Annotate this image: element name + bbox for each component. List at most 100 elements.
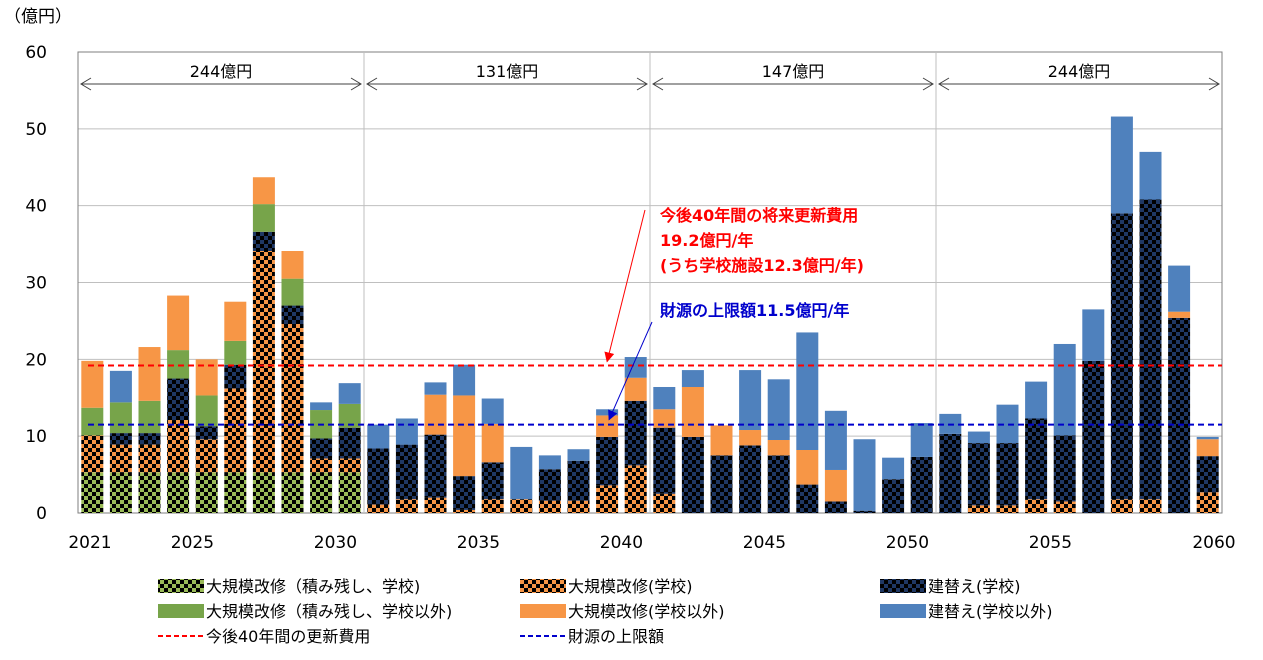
bar-segment: [1110, 499, 1133, 513]
annotation-text: 19.2億円/年: [660, 231, 753, 250]
bar-segment: [567, 460, 590, 501]
bar-segment: [739, 430, 762, 446]
bar-segment: [681, 386, 704, 437]
bar-segment: [338, 383, 361, 404]
period-arrowhead: [80, 77, 92, 91]
period-arrowhead: [636, 77, 648, 91]
bar-segment: [224, 340, 247, 365]
bar-segment: [224, 472, 247, 513]
legend-swatch: [880, 579, 926, 593]
period-arrowhead: [366, 77, 378, 91]
bars: [81, 116, 1219, 513]
bar-segment: [310, 438, 333, 459]
bar-segment: [138, 444, 161, 473]
bar-segment: [81, 360, 104, 408]
bar-segment: [510, 446, 533, 500]
bar-segment: [252, 204, 275, 232]
y-tick-label: 40: [25, 197, 47, 217]
bar-segment: [967, 431, 990, 444]
bar-segment: [310, 458, 333, 473]
bar-segment: [453, 509, 476, 513]
bar-segment: [281, 305, 304, 324]
bar-segment: [281, 323, 304, 473]
period-total-label: 131億円: [476, 62, 539, 81]
legend-label: 大規模改修（積み残し、学校以外): [206, 602, 452, 621]
bar-segment: [224, 388, 247, 473]
annotation-arrow: [604, 209, 646, 363]
legend-label: 大規模改修(学校): [568, 577, 693, 596]
bar-segment: [796, 332, 819, 450]
bar-segment: [596, 415, 619, 437]
period-total-label: 244億円: [1048, 62, 1111, 81]
bar-segment: [681, 436, 704, 513]
bar-segment: [996, 443, 1019, 506]
bar-segment: [853, 439, 876, 511]
bar-segment: [281, 250, 304, 279]
bar-segment: [596, 409, 619, 416]
bar-segment: [481, 423, 504, 463]
legend-swatch: [880, 604, 926, 618]
bar-segment: [481, 499, 504, 513]
bar-segment: [624, 400, 647, 466]
bar-segment: [538, 455, 561, 470]
x-tick-label: 2045: [743, 533, 786, 553]
bar-segment: [653, 427, 676, 494]
bar-segment: [739, 445, 762, 513]
bar-segment: [367, 504, 390, 513]
bar-segment: [1110, 116, 1133, 214]
bar-segment: [338, 472, 361, 513]
bar-segment: [453, 364, 476, 396]
period-arrowhead: [350, 77, 362, 91]
x-tick-label: 2055: [1029, 533, 1072, 553]
x-tick-label: 2060: [1192, 533, 1235, 553]
bar-segment: [252, 250, 275, 473]
bar-segment: [653, 386, 676, 410]
bar-segment: [109, 433, 132, 445]
bar-segment: [1168, 265, 1191, 312]
bar-segment: [996, 404, 1019, 444]
annotation-text: (うち学校施設12.3億円/年): [660, 256, 864, 275]
bar-segment: [1110, 213, 1133, 500]
bar-segment: [567, 449, 590, 461]
bar-segment: [424, 497, 447, 513]
y-unit-label: （億円）: [4, 7, 72, 27]
period-spans: 244億円 131億円 147億円 244億円: [80, 62, 1220, 91]
bar-segment: [538, 500, 561, 513]
bar-segment: [1196, 436, 1219, 440]
x-tick-label: 2050: [886, 533, 929, 553]
period-arrowhead: [922, 77, 934, 91]
bar-segment: [167, 295, 190, 351]
period-total-label: 147億円: [762, 62, 825, 81]
x-tick-label: 2035: [457, 533, 500, 553]
bar-segment: [252, 472, 275, 513]
bar-segment: [1196, 492, 1219, 513]
legend-swatch: [158, 579, 204, 593]
bar-segment: [109, 402, 132, 434]
bar-segment: [739, 370, 762, 431]
bar-segment: [1082, 309, 1105, 361]
bar-segment: [224, 364, 247, 389]
bar-segment: [1196, 456, 1219, 493]
bar-segment: [1025, 418, 1048, 500]
reference-lines: [88, 364, 1222, 426]
bar-segment: [1139, 199, 1162, 500]
legend-label: 大規模改修(学校以外): [568, 602, 725, 621]
bar-segment: [395, 444, 418, 500]
bar-segment: [796, 449, 819, 485]
bar-segment: [1139, 151, 1162, 200]
annotations: 今後40年間の将来更新費用 19.2億円/年 (うち学校施設12.3億円/年) 財源の…: [604, 206, 864, 421]
bar-segment: [767, 440, 790, 456]
bar-segment: [853, 510, 876, 513]
bar-segment: [138, 433, 161, 445]
y-tick-label: 20: [25, 350, 47, 370]
bar-segment: [338, 458, 361, 473]
bar-segment: [281, 472, 304, 513]
legend: 大規模改修（積み残し、学校) 大規模改修(学校) 建替え(学校) 大規模改修（積み残し…: [158, 577, 1053, 646]
period-arrowhead: [1208, 77, 1220, 91]
bar-segment: [1196, 439, 1219, 457]
legend-label: 財源の上限額: [568, 627, 664, 646]
gridlines: [77, 51, 1223, 514]
bar-segment: [910, 456, 933, 513]
y-tick-label: 50: [25, 120, 47, 140]
